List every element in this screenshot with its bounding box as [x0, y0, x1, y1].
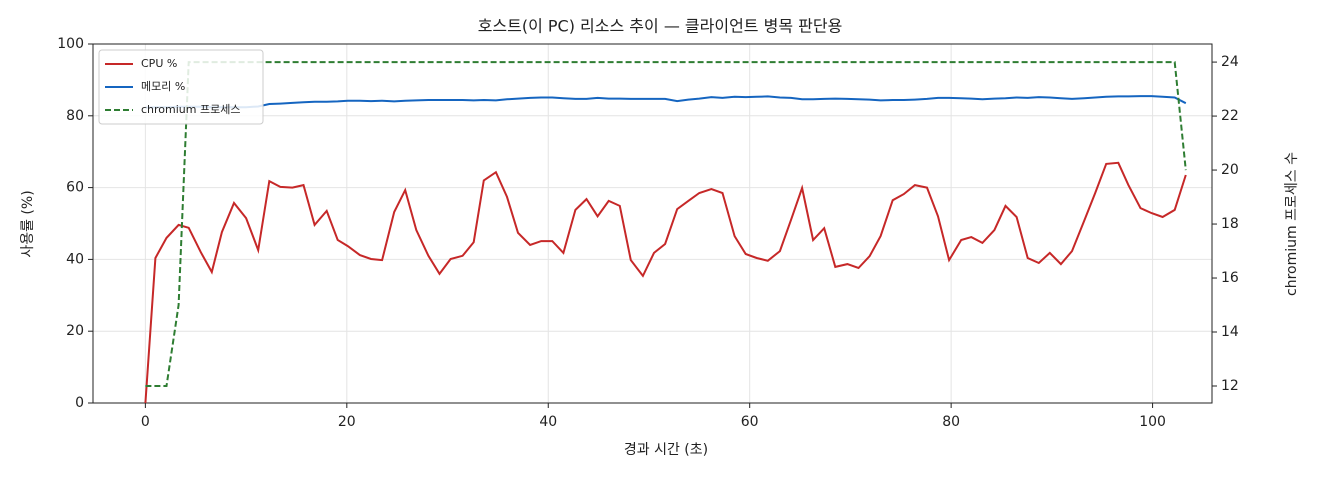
series-line: [145, 95, 1187, 109]
x-tick-label: 0: [141, 414, 150, 430]
x-tick-label: 100: [1139, 414, 1166, 430]
series-line: [145, 61, 1187, 387]
y-axis-label: 사용률 (%): [20, 190, 36, 257]
y2-tick-label: 14: [1221, 324, 1239, 340]
y-tick-label: 40: [66, 251, 84, 267]
y2-tick-label: 12: [1221, 378, 1239, 394]
y-tick-label: 20: [66, 323, 84, 339]
legend: CPU % 메모리 % chromium 프로세스: [98, 49, 264, 125]
legend-label: 메모리 %: [141, 80, 185, 93]
chart-title: 호스트(이 PC) 리소스 추이 — 클라이언트 병목 판단용: [478, 17, 843, 36]
y-tick-label: 0: [75, 395, 84, 411]
y2-tick-label: 18: [1221, 216, 1239, 232]
y2-tick-label: 20: [1221, 162, 1239, 178]
legend-label: chromium 프로세스: [141, 103, 240, 116]
y-tick-label: 100: [57, 36, 84, 52]
legend-box: [98, 49, 264, 125]
y-tick-label: 80: [66, 108, 84, 124]
x-axis-label: 경과 시간 (초): [624, 442, 708, 458]
x-tick-label: 40: [539, 414, 557, 430]
x-tick-label: 20: [338, 414, 356, 430]
plot-frame: [92, 43, 1213, 404]
legend-label: CPU %: [141, 57, 177, 70]
y-tick-label: 60: [66, 180, 84, 196]
x-tick-label: 60: [741, 414, 759, 430]
y2-axis-label: chromium 프로세스 수: [1284, 152, 1300, 296]
x-tick-label: 80: [942, 414, 960, 430]
y2-tick-label: 22: [1221, 108, 1239, 124]
series-line: [144, 161, 1187, 404]
y2-tick-label: 24: [1221, 54, 1239, 70]
y2-tick-label: 16: [1221, 270, 1239, 286]
